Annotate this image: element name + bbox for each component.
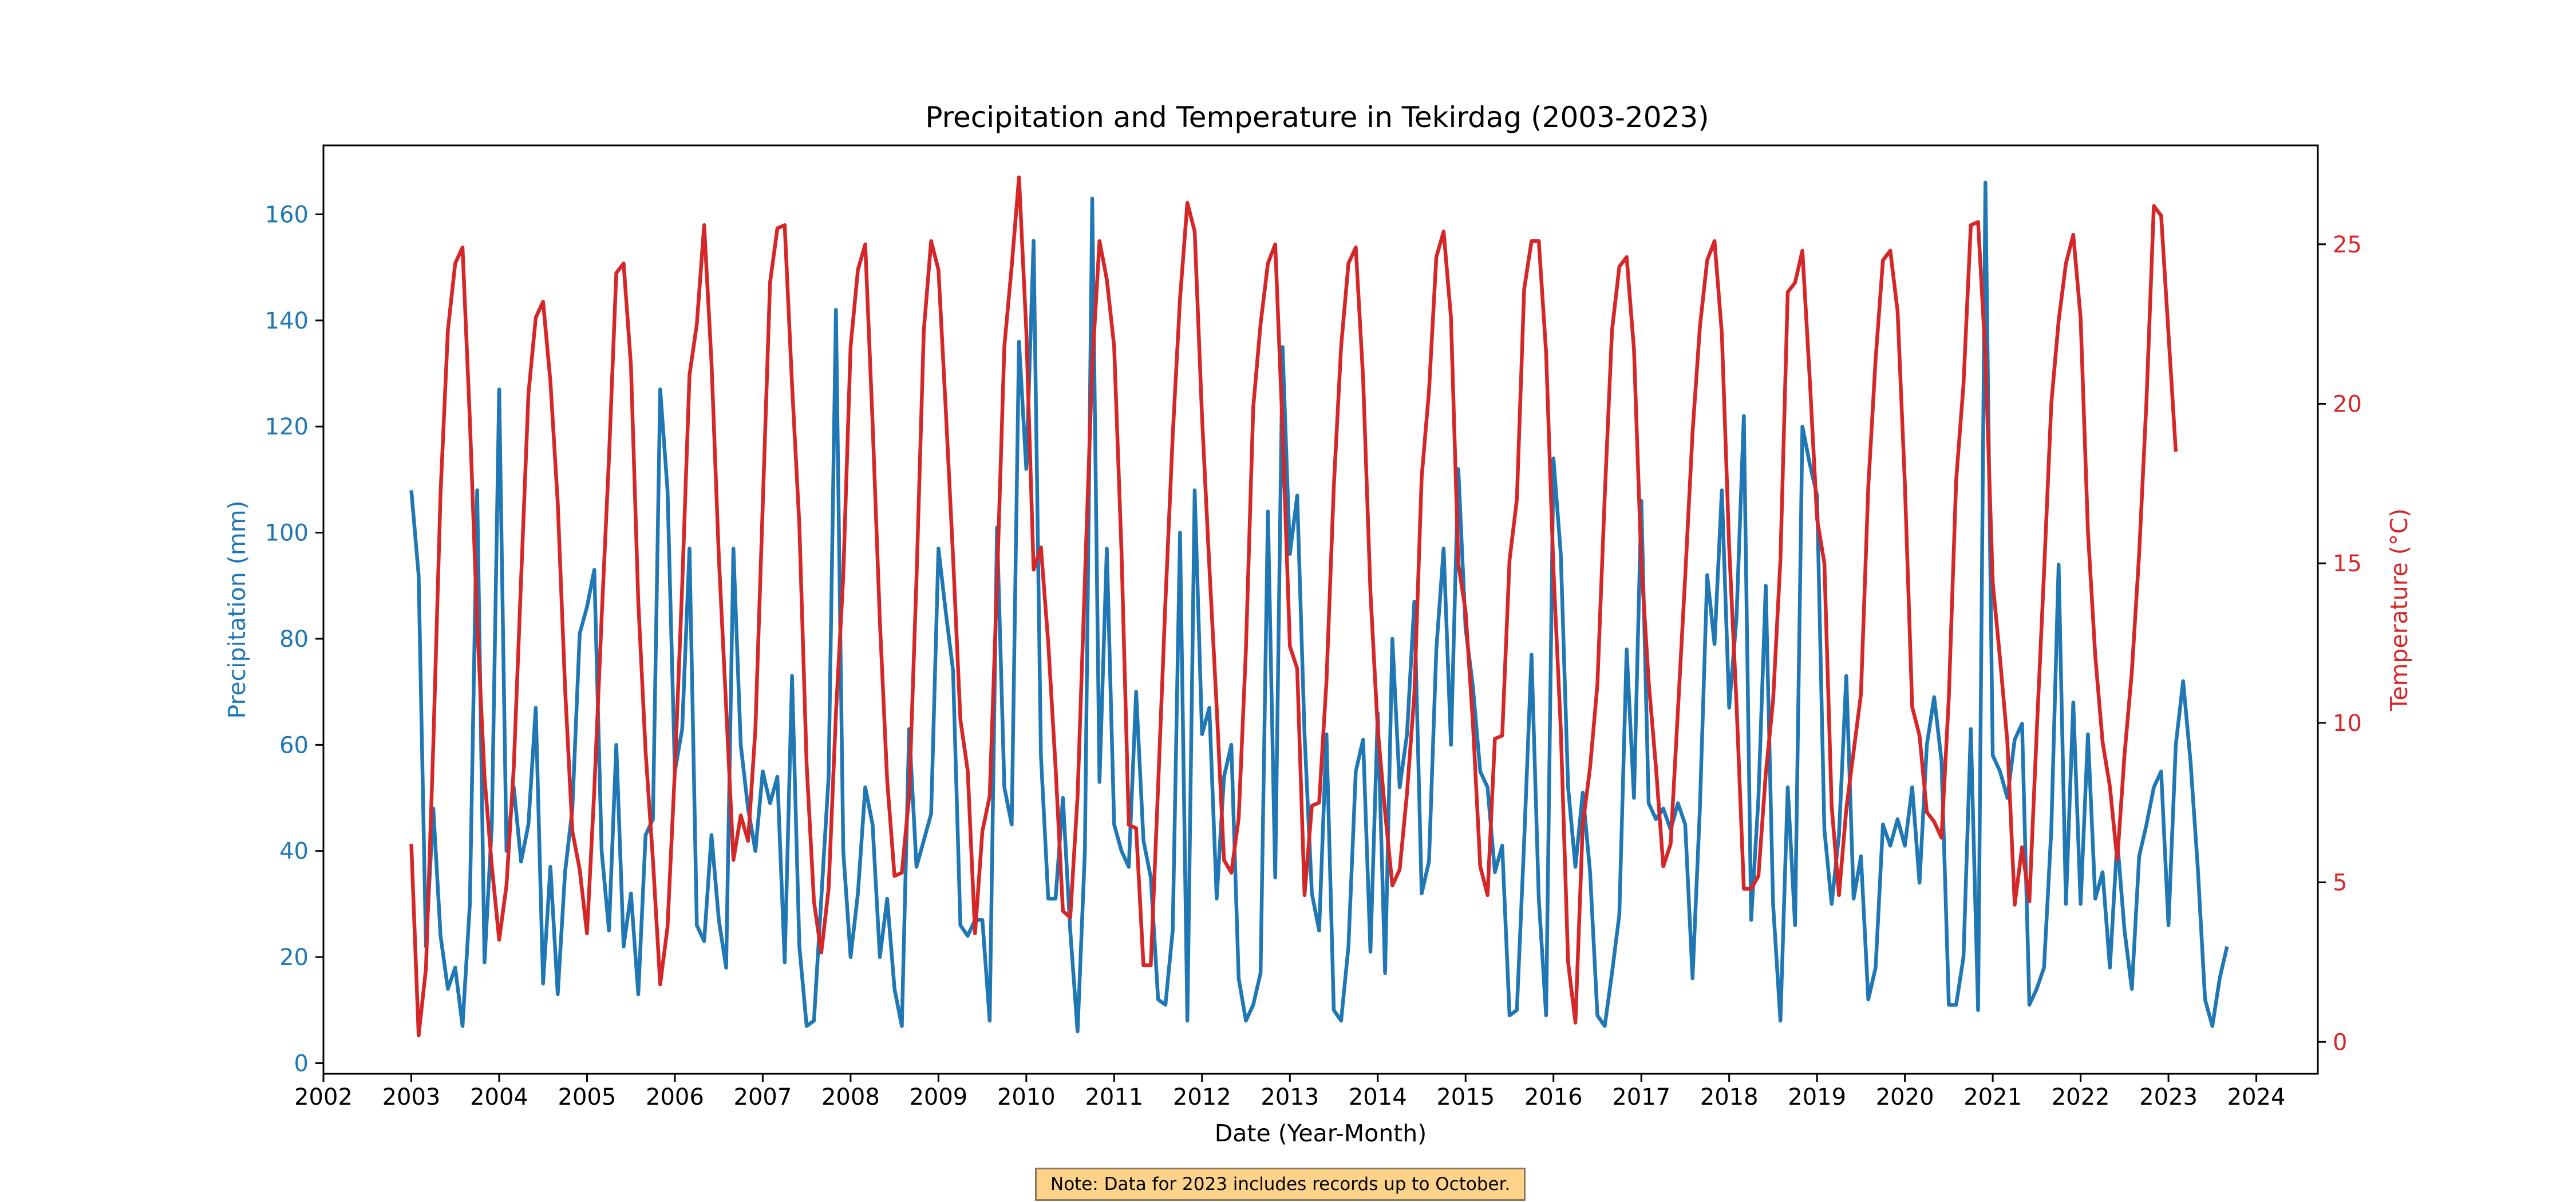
- x-tick-label: 2014: [1349, 1084, 1407, 1110]
- series-line-precipitation: [409, 180, 2229, 1034]
- x-tick-label: 2020: [1876, 1084, 1934, 1110]
- y-tick-label: 120: [265, 414, 309, 440]
- x-tick-label: 2008: [821, 1084, 880, 1110]
- x-tick-label: 2011: [1085, 1084, 1143, 1110]
- x-tick-label: 2006: [646, 1084, 704, 1110]
- y-tick-label: 100: [265, 520, 309, 547]
- y2-tick-label: 5: [2333, 870, 2347, 896]
- x-tick-label: 2021: [1963, 1084, 2022, 1110]
- note-text: Note: Data for 2023 includes records up …: [1050, 1174, 1511, 1195]
- y-axis-label-left: Precipitation (mm): [223, 500, 251, 718]
- x-tick-label: 2004: [470, 1084, 528, 1110]
- y2-tick-label: 15: [2333, 551, 2362, 577]
- x-axis-label: Date (Year-Month): [1215, 1120, 1427, 1147]
- y2-tick-label: 0: [2333, 1029, 2347, 1055]
- y-tick-label: 40: [279, 839, 309, 865]
- y-tick-label: 80: [279, 626, 309, 653]
- y-tick-label: 20: [279, 944, 309, 971]
- x-tick-label: 2016: [1524, 1084, 1583, 1110]
- y-tick-label: 60: [279, 732, 309, 758]
- note-box: Note: Data for 2023 includes records up …: [1035, 1168, 1526, 1201]
- plot-frame: [322, 144, 2319, 1075]
- x-tick-label: 2012: [1173, 1084, 1231, 1110]
- y-axis-label-right: Temperature (°C): [2385, 508, 2413, 711]
- chart-title: Precipitation and Temperature in Tekirda…: [925, 101, 1709, 134]
- x-tick-label: 2005: [558, 1084, 617, 1110]
- series-line-temperature: [409, 175, 2178, 1038]
- y-axis-right: 0 5 10 15 20 25: [2318, 232, 2362, 1055]
- x-tick-label: 2009: [909, 1084, 967, 1110]
- x-tick-label: 2003: [382, 1084, 441, 1110]
- x-tick-label: 2010: [997, 1084, 1056, 1110]
- x-tick-label: 2007: [734, 1084, 792, 1110]
- x-tick-label: 2023: [2139, 1084, 2198, 1110]
- x-tick-label: 2015: [1436, 1084, 1495, 1110]
- y-tick-label: 160: [265, 201, 309, 228]
- x-tick-label: 2018: [1700, 1084, 1759, 1110]
- y-tick-label: 140: [265, 308, 309, 334]
- y2-tick-label: 25: [2333, 232, 2362, 258]
- x-tick-label: 2002: [294, 1084, 353, 1110]
- y-tick-label: 0: [294, 1050, 309, 1077]
- y2-tick-label: 20: [2333, 391, 2362, 417]
- x-axis: 2002 2003 2004 2005 2006 2007 2008 2009 2010 2011…: [294, 1074, 2285, 1110]
- x-tick-label: 2019: [1788, 1084, 1846, 1110]
- x-tick-label: 2013: [1261, 1084, 1319, 1110]
- y2-tick-label: 10: [2333, 710, 2362, 737]
- x-tick-label: 2017: [1612, 1084, 1670, 1110]
- x-tick-label: 2022: [2052, 1084, 2110, 1110]
- x-tick-label: 2024: [2227, 1084, 2286, 1110]
- y-axis-left: 0 20 40 60 80 100 120 140 160: [265, 201, 323, 1077]
